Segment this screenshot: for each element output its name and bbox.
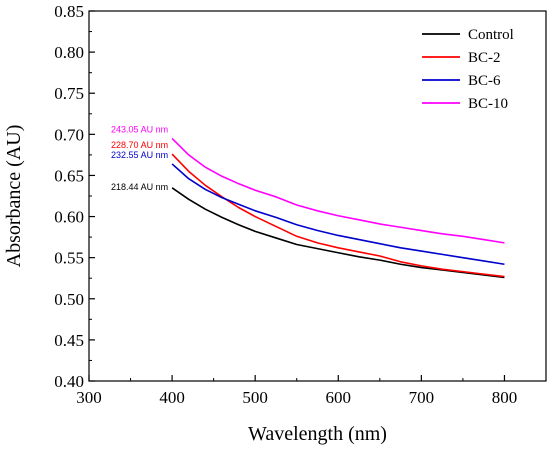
- series-line-control: [171, 187, 505, 279]
- y-tick-label: 0.60: [54, 208, 84, 227]
- x-tick-label: 600: [326, 388, 352, 407]
- y-tick-label: 0.70: [54, 125, 84, 144]
- series-line-bc-6: [171, 163, 505, 266]
- y-tick-label: 0.50: [54, 290, 84, 309]
- x-tick-label: 300: [76, 388, 102, 407]
- legend-label: Control: [468, 27, 514, 43]
- y-axis-title: Absorbance (AU): [3, 125, 25, 268]
- series-line-bc-10: [171, 137, 505, 244]
- y-tick-label: 0.85: [54, 2, 84, 21]
- x-tick-label: 800: [492, 388, 518, 407]
- x-axis: 300 400 500 600 700 800: [76, 375, 517, 407]
- x-tick-label: 500: [242, 388, 268, 407]
- legend-label: BC-6: [468, 73, 501, 89]
- series-layer: [171, 137, 505, 279]
- legend: Control BC-2 BC-6 BC-10: [422, 27, 514, 112]
- legend-label: BC-2: [468, 50, 501, 66]
- area-annotation: 243.05 AU nm: [111, 124, 168, 134]
- legend-label: BC-10: [468, 96, 508, 112]
- series-line-bc-2: [171, 153, 505, 278]
- area-annotation: 232.55 AU nm: [111, 150, 168, 160]
- area-annotation: 228.70 AU nm: [111, 140, 168, 150]
- area-annotation: 218.44 AU nm: [111, 182, 168, 192]
- y-tick-label: 0.80: [54, 43, 84, 62]
- y-tick-label: 0.40: [54, 372, 84, 391]
- y-tick-label: 0.65: [54, 166, 84, 185]
- y-axis: 0.40 0.45 0.50 0.55 0.60 0.65 0.70 0.75 0.80 0.85: [54, 2, 95, 391]
- x-tick-label: 400: [159, 388, 185, 407]
- x-axis-title: Wavelength (nm): [248, 423, 387, 445]
- plot-area: [88, 10, 547, 382]
- y-tick-label: 0.55: [54, 249, 84, 268]
- y-tick-label: 0.45: [54, 331, 84, 350]
- plot-frame: [88, 10, 547, 382]
- y-tick-label: 0.75: [54, 84, 84, 103]
- x-tick-label: 700: [409, 388, 435, 407]
